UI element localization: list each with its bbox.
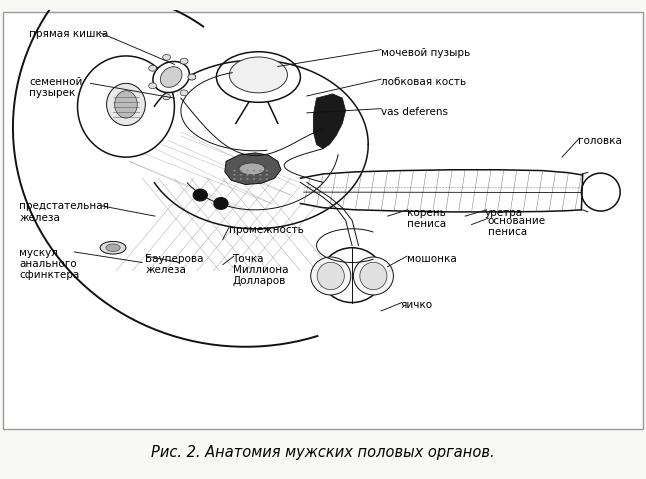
Ellipse shape [266, 178, 268, 180]
Text: мошонка: мошонка [407, 254, 457, 264]
Polygon shape [300, 170, 581, 212]
Ellipse shape [253, 170, 255, 171]
Ellipse shape [233, 178, 236, 180]
Ellipse shape [240, 170, 242, 171]
Ellipse shape [246, 174, 249, 176]
Text: vas deferens: vas deferens [381, 106, 448, 116]
Ellipse shape [239, 163, 265, 175]
Polygon shape [225, 153, 281, 184]
Ellipse shape [153, 61, 189, 92]
Ellipse shape [188, 74, 196, 80]
Ellipse shape [253, 174, 255, 176]
Ellipse shape [114, 91, 138, 118]
Ellipse shape [107, 83, 145, 125]
Ellipse shape [193, 189, 207, 201]
Text: корень
пениса: корень пениса [407, 208, 446, 229]
Ellipse shape [322, 248, 383, 303]
Text: уретра: уретра [484, 208, 523, 217]
Text: предстательная
железа: предстательная железа [19, 201, 109, 223]
Ellipse shape [259, 174, 262, 176]
Text: мочевой пузырь: мочевой пузырь [381, 47, 470, 57]
Text: Рис. 2. Анатомия мужских половых органов.: Рис. 2. Анатомия мужских половых органов… [151, 445, 495, 460]
Ellipse shape [233, 174, 236, 176]
Ellipse shape [163, 54, 171, 60]
Ellipse shape [581, 173, 620, 211]
Ellipse shape [149, 65, 156, 71]
Text: головка: головка [578, 136, 622, 146]
Polygon shape [313, 94, 346, 148]
Ellipse shape [106, 244, 120, 251]
Ellipse shape [353, 257, 393, 295]
Text: прямая кишка: прямая кишка [29, 29, 109, 38]
Text: лобковая кость: лобковая кость [381, 77, 466, 87]
Ellipse shape [360, 262, 387, 290]
Ellipse shape [180, 90, 188, 96]
Text: промежность: промежность [229, 225, 304, 235]
Polygon shape [78, 56, 174, 157]
Ellipse shape [149, 83, 156, 89]
Ellipse shape [229, 57, 287, 93]
Text: основание
пениса: основание пениса [488, 216, 546, 237]
Ellipse shape [160, 67, 182, 87]
Ellipse shape [259, 170, 262, 171]
Text: яичко: яичко [401, 300, 433, 310]
FancyBboxPatch shape [3, 11, 643, 429]
Ellipse shape [233, 170, 236, 171]
Text: Бауперова
железа: Бауперова железа [145, 254, 204, 275]
Text: мускул
анального
сфинктера: мускул анального сфинктера [19, 248, 79, 280]
Ellipse shape [188, 74, 196, 80]
Ellipse shape [100, 241, 126, 254]
Ellipse shape [317, 262, 344, 290]
Ellipse shape [214, 197, 228, 209]
Text: семенной
пузырек: семенной пузырек [29, 77, 83, 98]
Ellipse shape [266, 174, 268, 176]
Ellipse shape [180, 58, 188, 64]
Ellipse shape [240, 178, 242, 180]
Ellipse shape [163, 94, 171, 100]
Ellipse shape [311, 257, 351, 295]
Ellipse shape [259, 178, 262, 180]
Ellipse shape [246, 178, 249, 180]
Text: Точка
Миллиона
Долларов: Точка Миллиона Долларов [233, 254, 288, 286]
Ellipse shape [246, 170, 249, 171]
Ellipse shape [240, 174, 242, 176]
Ellipse shape [266, 170, 268, 171]
Ellipse shape [253, 178, 255, 180]
Ellipse shape [216, 52, 300, 103]
